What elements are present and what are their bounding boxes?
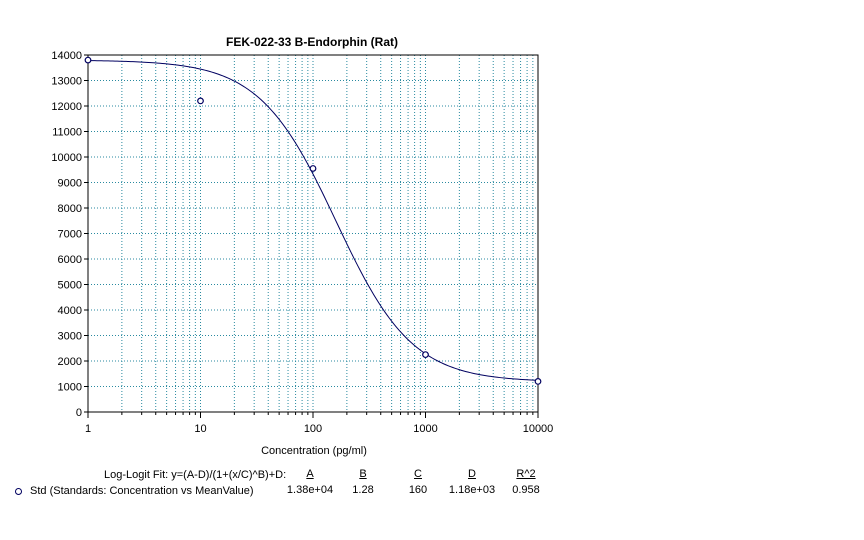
data-point [534, 378, 542, 385]
data-point [197, 97, 204, 105]
fit-value-0: 1.38e+04 [286, 484, 334, 496]
fit-formula-label: Log-Logit Fit: y=(A-D)/(1+(x/C)^B)+D: [104, 469, 287, 481]
series-marker-icon [15, 488, 22, 495]
grid-lines [88, 55, 538, 412]
fit-value-4: 0.958 [512, 484, 540, 496]
fit-series-name: Std (Standards: Concentration vs MeanVal… [30, 485, 254, 497]
fit-header-2: C [414, 468, 422, 480]
y-tick-label: 11000 [52, 127, 82, 139]
x-tick-label: 1 [85, 423, 91, 435]
y-tick-label: 9000 [58, 178, 82, 190]
x-tick-label: 10 [194, 423, 206, 435]
fit-header-1: B [359, 468, 367, 480]
fit-curve [87, 60, 539, 381]
y-tick-label: 0 [76, 407, 82, 419]
y-tick-label: 5000 [58, 280, 82, 292]
data-point [309, 165, 317, 172]
fit-value-1: 1.28 [352, 484, 374, 496]
y-tick-label: 7000 [58, 229, 82, 241]
x-tick-label: 100 [304, 423, 322, 435]
y-tick-label: 12000 [51, 101, 82, 113]
fit-header-4: R^2 [516, 468, 536, 480]
y-tick-label: 2000 [58, 356, 82, 368]
y-tick-label: 13000 [51, 76, 82, 88]
x-axis: 1 10 100 1000 10000 [85, 412, 553, 435]
y-axis: 0 1000 2000 3000 4000 5000 6000 7000 8000 9000 100… [51, 50, 88, 419]
y-tick-label: 6000 [58, 254, 82, 266]
fit-header-3: D [468, 468, 476, 480]
fit-header-0: A [306, 468, 314, 480]
y-tick-label: 4000 [58, 305, 82, 317]
x-tick-label: 10000 [523, 423, 554, 435]
y-tick-label: 8000 [58, 203, 82, 215]
chart-title: FEK-022-33 B-Endorphin (Rat) [226, 35, 398, 49]
y-tick-label: 14000 [51, 50, 82, 62]
data-points [84, 56, 542, 385]
fit-value-3: 1.18e+03 [448, 484, 496, 496]
data-point [422, 351, 429, 359]
y-tick-label: 1000 [58, 382, 82, 394]
data-point [84, 56, 92, 64]
y-tick-label: 3000 [58, 331, 82, 343]
y-tick-label: 10000 [51, 152, 82, 164]
x-tick-label: 1000 [413, 423, 437, 435]
x-axis-label: Concentration (pg/ml) [261, 445, 367, 457]
fit-value-2: 160 [408, 484, 428, 496]
